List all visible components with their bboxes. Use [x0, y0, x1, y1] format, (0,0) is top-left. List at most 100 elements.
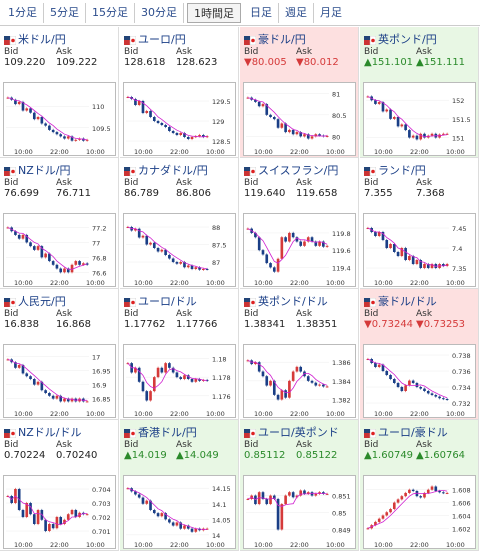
candle [434, 395, 438, 397]
tab-3[interactable]: 30分足 [135, 2, 184, 23]
candle [48, 524, 51, 531]
currency-tile[interactable]: ユーロ/豪ドル Bid Ask ▲1.60749 ▲1.60764 1.608 1.606 1… [360, 420, 479, 551]
pair-name[interactable]: 米ドル/円 [4, 31, 66, 47]
candle [272, 267, 276, 272]
pair-name[interactable]: カナダドル/円 [124, 162, 208, 178]
currency-tile[interactable]: ユーロ/円 Bid Ask 128.618 128.623 129.5 129 128.5 10… [120, 27, 239, 158]
pair-name[interactable]: 英ポンド/円 [364, 31, 437, 47]
currency-tile[interactable]: ランド/円 Bid Ask 7.355 7.368 7.45 7.4 7.35 10:00 22:… [360, 158, 479, 289]
currency-tile[interactable]: スイスフラン/円 Bid Ask 119.640 119.658 119.8 119.6 11… [240, 158, 359, 289]
tab-4[interactable]: 1時間足 [187, 2, 241, 23]
currency-tile[interactable]: 英ポンド/ドル Bid Ask 1.38341 1.38351 1.386 1.384 1.3… [240, 289, 359, 420]
pair-name[interactable]: 豪ドル/円 [244, 31, 306, 47]
pair-name[interactable]: ユーロ/豪ドル [364, 424, 448, 440]
candle [269, 495, 272, 505]
pair-name[interactable]: ユーロ/円 [124, 31, 186, 47]
price-chart[interactable]: 0.704 0.703 0.702 0.701 10:00 22:00 10:00 [3, 475, 116, 549]
tab-5[interactable]: 日足 [244, 2, 279, 23]
pair-name[interactable]: NZドル/ドル [4, 424, 81, 440]
currency-tile[interactable]: 豪ドル/ドル Bid Ask ▼0.73244 ▼0.73253 0.738 0.736 0.… [360, 289, 479, 420]
currency-tile[interactable]: 英ポンド/円 Bid Ask ▲151.101 ▲151.111 152 151.5 151 1… [360, 27, 479, 158]
price-chart[interactable]: 129.5 129 128.5 10:00 22:00 10:00 [123, 82, 236, 156]
candle [288, 129, 291, 133]
candle [291, 371, 295, 381]
y-tick-label: 7.4 [452, 245, 462, 253]
x-tick-label: 22:00 [170, 541, 189, 549]
y-tick-label: 0.85 [332, 510, 346, 518]
candle [40, 117, 44, 124]
tab-1[interactable]: 5分足 [44, 2, 86, 23]
currency-tile[interactable]: ユーロ/ドル Bid Ask 1.17762 1.17766 1.18 1.178 1.176… [120, 289, 239, 420]
tab-7[interactable]: 月足 [320, 5, 342, 19]
ask-label: Ask [416, 440, 433, 450]
price-chart[interactable]: 110 109.5 10:00 22:00 10:00 [3, 82, 116, 156]
currency-tile[interactable]: カナダドル/円 Bid Ask 86.789 86.806 88 87.5 87 10:00 22… [120, 158, 239, 289]
x-tick-label: 10:00 [446, 148, 465, 156]
price-chart[interactable]: 0.738 0.736 0.734 0.732 10:00 22:00 10:00 [363, 344, 476, 418]
hk-jp-flag-icon [124, 428, 137, 438]
currency-tile[interactable]: 香港ドル/円 Bid Ask ▲14.019 ▲14.049 14.15 14.1 14.05… [120, 420, 239, 551]
candle [145, 235, 149, 245]
ask-label: Ask [416, 309, 433, 319]
candle [149, 242, 152, 245]
pair-name[interactable]: ユーロ/英ポンド [244, 424, 339, 440]
tab-2[interactable]: 15分足 [86, 2, 135, 23]
pair-name[interactable]: 英ポンド/ドル [244, 293, 328, 309]
currency-tile[interactable]: 豪ドル/円 Bid Ask ▼80.005 ▼80.012 81 80.5 80 10:00 22… [240, 27, 359, 158]
candle [141, 497, 145, 504]
y-tick-label: 14 [212, 532, 220, 540]
candle [164, 513, 167, 520]
y-tick-label: 80 [332, 133, 340, 141]
price-chart[interactable]: 1.386 1.384 1.382 10:00 22:00 10:00 [243, 344, 356, 418]
pair-name[interactable]: ユーロ/ドル [124, 293, 197, 309]
pair-name[interactable]: スイスフラン/円 [244, 162, 338, 178]
price-chart[interactable]: 7.45 7.4 7.35 10:00 22:00 10:00 [363, 213, 476, 287]
currency-tile[interactable]: 人民元/円 Bid Ask 16.838 16.868 17 16.95 16.9 16.85 1… [0, 289, 119, 420]
tab-0[interactable]: 1分足 [2, 2, 44, 23]
price-chart[interactable]: 1.608 1.606 1.604 1.602 10:00 22:00 10:00 [363, 475, 476, 549]
currency-tile[interactable]: NZドル/ドル Bid Ask 0.70224 0.70240 0.704 0.703 0.7… [0, 420, 119, 551]
candle [381, 232, 385, 240]
price-chart[interactable]: 119.8 119.6 119.4 10:00 22:00 10:00 [243, 213, 356, 287]
price-chart[interactable]: 81 80.5 80 10:00 22:00 10:00 [243, 82, 356, 156]
price-chart[interactable]: 88 87.5 87 10:00 22:00 10:00 [123, 213, 236, 287]
candle [430, 133, 434, 136]
candle [426, 264, 430, 268]
ask-value: ▼80.012 [296, 57, 339, 68]
x-tick-label: 22:00 [290, 279, 309, 287]
candle [385, 371, 389, 375]
tab-6[interactable]: 週足 [279, 2, 314, 23]
candle [280, 237, 284, 259]
price-chart[interactable]: 77.2 77 76.8 76.6 10:00 22:00 10:00 [3, 213, 116, 287]
x-tick-label: 22:00 [410, 279, 429, 287]
price-chart[interactable]: 14.15 14.1 14.05 14 10:00 22:00 10:00 [123, 475, 236, 549]
candle [63, 398, 66, 402]
price-chart[interactable]: 152 151.5 151 10:00 22:00 10:00 [363, 82, 476, 156]
candle [276, 498, 280, 530]
candle [295, 237, 299, 242]
candle [134, 491, 137, 495]
moving-average-line [127, 226, 208, 270]
pair-name[interactable]: NZドル/円 [4, 162, 70, 178]
candle [392, 117, 396, 119]
candle [400, 124, 404, 127]
currency-tile[interactable]: ユーロ/英ポンド Bid Ask 0.85112 0.85122 0.851 0.85 0.8… [240, 420, 359, 551]
currency-tile[interactable]: 米ドル/円 Bid Ask 109.220 109.222 110 109.5 10:00 22… [0, 27, 119, 158]
price-chart[interactable]: 17 16.95 16.9 16.85 10:00 22:00 10:00 [3, 344, 116, 418]
pair-name[interactable]: ランド/円 [364, 162, 426, 178]
pair-name[interactable]: 人民元/円 [4, 293, 66, 309]
price-chart[interactable]: 0.851 0.85 0.849 10:00 22:00 10:00 [243, 475, 356, 549]
pair-label: スイスフラン/円 [258, 164, 339, 177]
moving-average-line [367, 358, 448, 399]
candle [385, 109, 389, 112]
candle [205, 379, 209, 381]
bid-label: Bid [124, 47, 139, 57]
x-tick-label: 10:00 [14, 279, 33, 287]
candle [164, 249, 167, 255]
x-tick-label: 22:00 [290, 410, 309, 418]
currency-tile[interactable]: NZドル/円 Bid Ask 76.699 76.711 77.2 77 76.8 76.6 10… [0, 158, 119, 289]
price-chart[interactable]: 1.18 1.178 1.176 10:00 22:00 10:00 [123, 344, 236, 418]
pair-name[interactable]: 豪ドル/ドル [364, 293, 437, 309]
candle [171, 522, 175, 526]
pair-name[interactable]: 香港ドル/円 [124, 424, 197, 440]
